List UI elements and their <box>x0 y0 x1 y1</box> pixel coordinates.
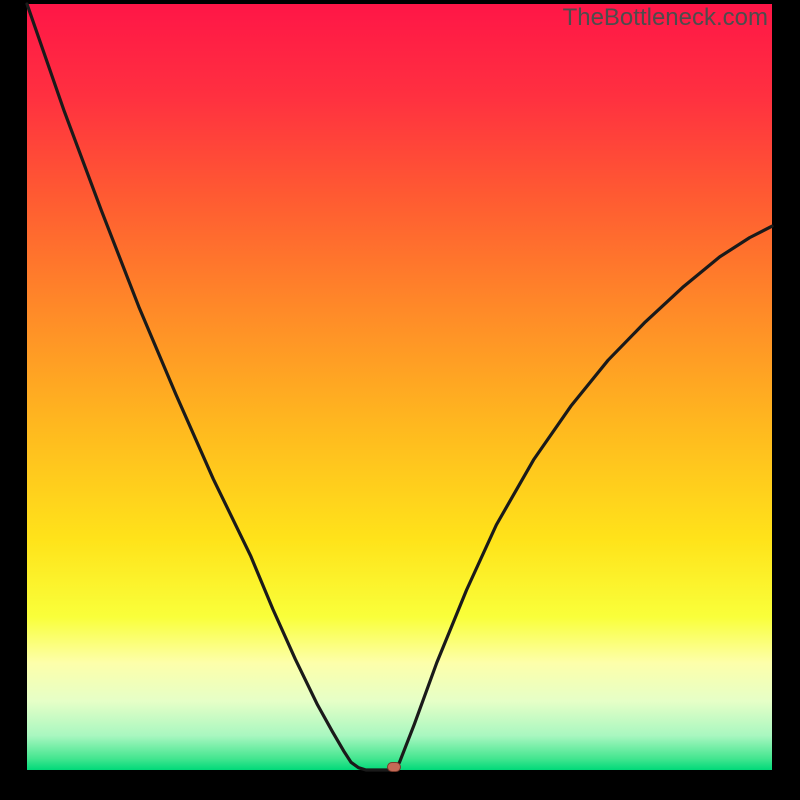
chart-canvas: TheBottleneck.com <box>0 0 800 800</box>
bottleneck-curve <box>27 4 772 770</box>
optimum-marker <box>387 762 401 772</box>
watermark-text: TheBottleneck.com <box>563 4 768 32</box>
plot-area <box>27 4 772 770</box>
curve-svg <box>27 4 772 770</box>
